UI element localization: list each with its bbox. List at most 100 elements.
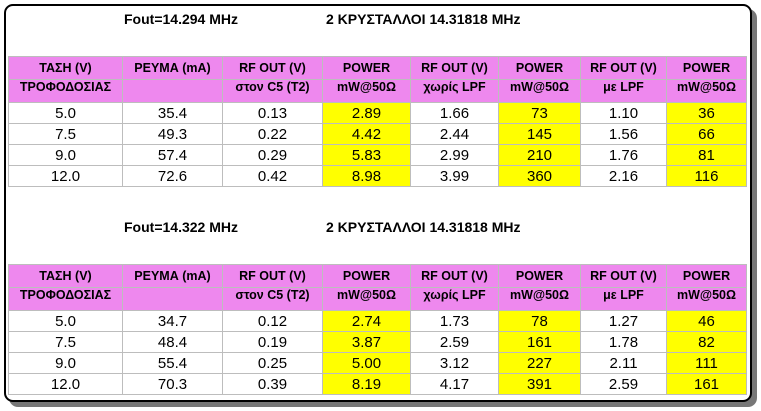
voltage-cell: 5.0	[8, 310, 123, 332]
rf-out-lpf-cell: 2.59	[580, 373, 667, 395]
header-cell	[122, 79, 223, 103]
power-lpf-cell: 111	[666, 352, 747, 374]
power-c5-cell: 3.87	[322, 331, 411, 353]
voltage-cell: 12.0	[8, 373, 123, 395]
current-cell: 34.7	[122, 310, 223, 332]
table-row: 7.5 48.4 0.19 3.87 2.59 161 1.78 82	[8, 331, 747, 353]
header-cell: ΤΑΣΗ (V)	[8, 264, 123, 288]
current-cell: 57.4	[122, 144, 223, 166]
rf-out-no-lpf-cell: 2.59	[410, 331, 499, 353]
header-cell: mW@50Ω	[498, 79, 581, 103]
header-cell: ΡΕΥΜΑ (mA)	[122, 56, 223, 80]
crystal-heading-2: 2 ΚΡΥΣΤΑΛΛΟΙ 14.31818 MHz	[326, 219, 521, 235]
rf-out-lpf-cell: 2.11	[580, 352, 667, 374]
rf-out-c5-cell: 0.22	[222, 123, 323, 145]
header-cell: mW@50Ω	[666, 79, 747, 103]
power-no-lpf-cell: 73	[498, 102, 581, 124]
rf-out-c5-cell: 0.29	[222, 144, 323, 166]
header-cell	[122, 287, 223, 311]
power-c5-cell: 2.74	[322, 310, 411, 332]
header-cell: POWER	[322, 264, 411, 288]
header-cell: στον C5 (T2)	[222, 79, 323, 103]
table-row: 7.5 49.3 0.22 4.42 2.44 145 1.56 66	[8, 123, 747, 145]
header-cell: με LPF	[580, 79, 667, 103]
rf-out-lpf-cell: 1.56	[580, 123, 667, 145]
header-cell: RF OUT (V)	[580, 264, 667, 288]
rf-out-no-lpf-cell: 2.99	[410, 144, 499, 166]
current-cell: 49.3	[122, 123, 223, 145]
header-cell: RF OUT (V)	[410, 56, 499, 80]
rf-out-lpf-cell: 1.10	[580, 102, 667, 124]
crystal-heading-1: 2 ΚΡΥΣΤΑΛΛΟΙ 14.31818 MHz	[326, 11, 521, 27]
header-cell: mW@50Ω	[322, 79, 411, 103]
rf-out-c5-cell: 0.25	[222, 352, 323, 374]
rf-out-c5-cell: 0.12	[222, 310, 323, 332]
rf-out-no-lpf-cell: 1.66	[410, 102, 499, 124]
header-cell: ΤΡΟΦΟΔΟΣΙΑΣ	[8, 79, 123, 103]
header-row-2: ΤΡΟΦΟΔΟΣΙΑΣ στον C5 (T2) mW@50Ω χωρίς LP…	[8, 79, 747, 103]
rf-out-no-lpf-cell: 3.99	[410, 165, 499, 187]
header-cell: ΤΡΟΦΟΔΟΣΙΑΣ	[8, 287, 123, 311]
rf-out-c5-cell: 0.39	[222, 373, 323, 395]
voltage-cell: 9.0	[8, 352, 123, 374]
header-row-2: ΤΡΟΦΟΔΟΣΙΑΣ στον C5 (T2) mW@50Ω χωρίς LP…	[8, 287, 747, 311]
table-row: 12.0 70.3 0.39 8.19 4.17 391 2.59 161	[8, 373, 747, 395]
header-cell: με LPF	[580, 287, 667, 311]
rf-out-no-lpf-cell: 3.12	[410, 352, 499, 374]
voltage-cell: 7.5	[8, 331, 123, 353]
power-no-lpf-cell: 78	[498, 310, 581, 332]
current-cell: 35.4	[122, 102, 223, 124]
power-c5-cell: 8.19	[322, 373, 411, 395]
table-row: 9.0 55.4 0.25 5.00 3.12 227 2.11 111	[8, 352, 747, 374]
voltage-cell: 9.0	[8, 144, 123, 166]
header-cell: χωρίς LPF	[410, 287, 499, 311]
current-cell: 72.6	[122, 165, 223, 187]
header-cell: POWER	[666, 56, 747, 80]
table-row: 5.0 35.4 0.13 2.89 1.66 73 1.10 36	[8, 102, 747, 124]
power-lpf-cell: 46	[666, 310, 747, 332]
power-no-lpf-cell: 161	[498, 331, 581, 353]
fout-heading-2: Fout=14.322 MHz	[124, 219, 238, 235]
header-cell: mW@50Ω	[666, 287, 747, 311]
power-lpf-cell: 116	[666, 165, 747, 187]
header-cell: RF OUT (V)	[222, 264, 323, 288]
header-cell: στον C5 (T2)	[222, 287, 323, 311]
header-cell: mW@50Ω	[498, 287, 581, 311]
power-lpf-cell: 36	[666, 102, 747, 124]
header-cell: RF OUT (V)	[580, 56, 667, 80]
rf-out-c5-cell: 0.19	[222, 331, 323, 353]
rf-out-c5-cell: 0.42	[222, 165, 323, 187]
header-cell: POWER	[322, 56, 411, 80]
table-row: 12.0 72.6 0.42 8.98 3.99 360 2.16 116	[8, 165, 747, 187]
power-c5-cell: 2.89	[322, 102, 411, 124]
rf-out-no-lpf-cell: 4.17	[410, 373, 499, 395]
power-lpf-cell: 161	[666, 373, 747, 395]
power-lpf-cell: 81	[666, 144, 747, 166]
rf-out-lpf-cell: 1.76	[580, 144, 667, 166]
power-no-lpf-cell: 360	[498, 165, 581, 187]
rf-out-lpf-cell: 1.78	[580, 331, 667, 353]
header-row-1: ΤΑΣΗ (V) ΡΕΥΜΑ (mA) RF OUT (V) POWER RF …	[8, 264, 747, 288]
header-cell: POWER	[498, 56, 581, 80]
current-cell: 48.4	[122, 331, 223, 353]
rf-out-lpf-cell: 2.16	[580, 165, 667, 187]
voltage-cell: 5.0	[8, 102, 123, 124]
power-c5-cell: 4.42	[322, 123, 411, 145]
header-cell: RF OUT (V)	[410, 264, 499, 288]
header-cell: ΤΑΣΗ (V)	[8, 56, 123, 80]
rf-out-c5-cell: 0.13	[222, 102, 323, 124]
power-no-lpf-cell: 145	[498, 123, 581, 145]
voltage-cell: 12.0	[8, 165, 123, 187]
power-lpf-cell: 82	[666, 331, 747, 353]
fout-heading-1: Fout=14.294 MHz	[124, 11, 238, 27]
power-c5-cell: 5.83	[322, 144, 411, 166]
power-no-lpf-cell: 210	[498, 144, 581, 166]
table-row: 5.0 34.7 0.12 2.74 1.73 78 1.27 46	[8, 310, 747, 332]
rf-out-no-lpf-cell: 1.73	[410, 310, 499, 332]
measurement-table-1: ΤΑΣΗ (V) ΡΕΥΜΑ (mA) RF OUT (V) POWER RF …	[8, 56, 747, 187]
table-row: 9.0 57.4 0.29 5.83 2.99 210 1.76 81	[8, 144, 747, 166]
header-cell: RF OUT (V)	[222, 56, 323, 80]
header-cell: POWER	[666, 264, 747, 288]
power-no-lpf-cell: 227	[498, 352, 581, 374]
measurement-table-2: ΤΑΣΗ (V) ΡΕΥΜΑ (mA) RF OUT (V) POWER RF …	[8, 264, 747, 395]
